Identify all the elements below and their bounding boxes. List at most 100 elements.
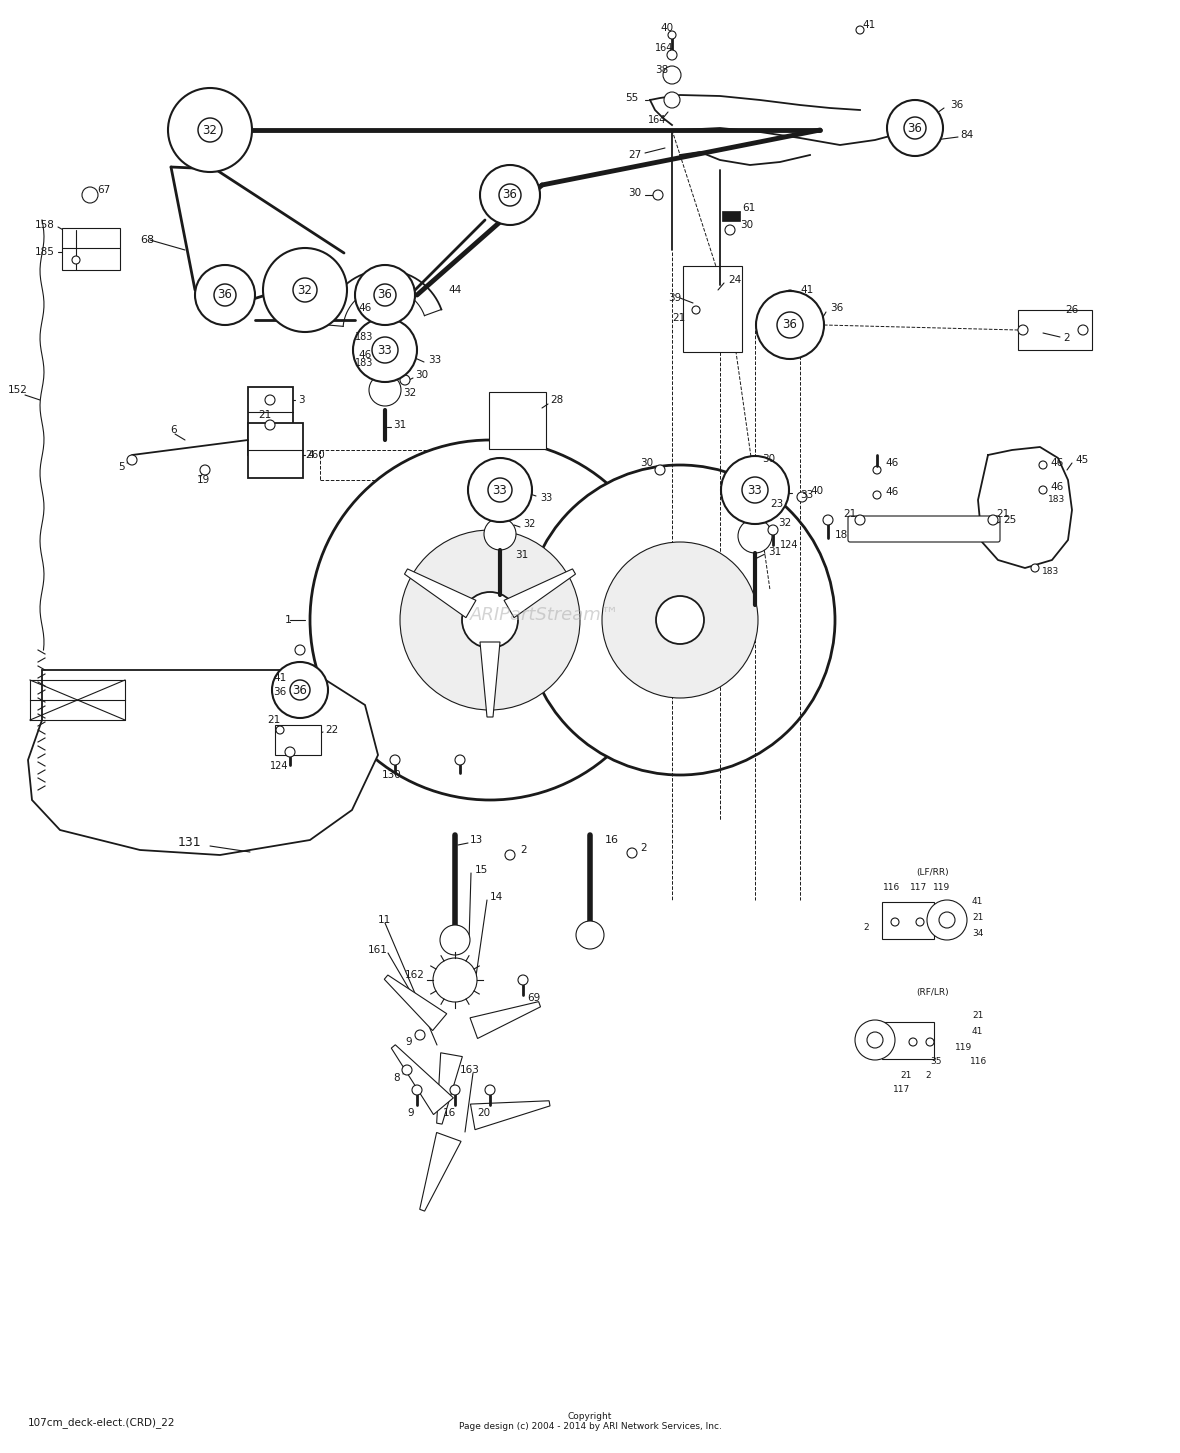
Circle shape bbox=[353, 318, 417, 382]
Circle shape bbox=[760, 506, 771, 514]
Text: 107cm_deck-elect.(CRD)_22: 107cm_deck-elect.(CRD)_22 bbox=[28, 1417, 176, 1428]
Text: 2: 2 bbox=[1063, 333, 1069, 343]
Circle shape bbox=[168, 89, 253, 171]
Text: 2: 2 bbox=[863, 924, 868, 933]
Text: 30: 30 bbox=[740, 219, 753, 230]
Circle shape bbox=[856, 1020, 894, 1061]
Circle shape bbox=[81, 187, 98, 203]
Text: 183: 183 bbox=[355, 331, 373, 341]
Text: 9: 9 bbox=[405, 1037, 412, 1048]
Text: 162: 162 bbox=[405, 971, 425, 979]
Polygon shape bbox=[480, 642, 500, 716]
Text: 67: 67 bbox=[97, 185, 110, 195]
Circle shape bbox=[873, 491, 881, 498]
Circle shape bbox=[909, 1037, 917, 1046]
Polygon shape bbox=[470, 1001, 540, 1039]
Circle shape bbox=[263, 248, 347, 331]
Circle shape bbox=[415, 1030, 425, 1040]
Text: 68: 68 bbox=[140, 235, 155, 246]
Text: 39: 39 bbox=[668, 294, 681, 304]
FancyBboxPatch shape bbox=[722, 211, 740, 221]
Text: 21: 21 bbox=[900, 1071, 911, 1080]
Circle shape bbox=[1079, 325, 1088, 336]
Text: 3: 3 bbox=[299, 395, 304, 405]
Text: 183: 183 bbox=[1048, 495, 1066, 504]
Text: 183: 183 bbox=[1042, 568, 1060, 577]
Text: 45: 45 bbox=[1075, 455, 1088, 465]
Text: 20: 20 bbox=[478, 1109, 491, 1117]
Text: 23: 23 bbox=[771, 498, 784, 509]
Circle shape bbox=[1040, 485, 1047, 494]
Circle shape bbox=[664, 92, 680, 108]
Text: 41: 41 bbox=[972, 1027, 983, 1036]
Text: 46: 46 bbox=[885, 487, 898, 497]
Text: 41: 41 bbox=[972, 898, 983, 907]
Circle shape bbox=[653, 190, 663, 201]
Circle shape bbox=[489, 478, 512, 501]
Circle shape bbox=[440, 926, 470, 955]
Circle shape bbox=[378, 360, 386, 369]
Text: 30: 30 bbox=[762, 453, 775, 464]
Text: 119: 119 bbox=[933, 883, 950, 892]
Circle shape bbox=[214, 283, 236, 307]
Circle shape bbox=[273, 663, 328, 718]
Circle shape bbox=[873, 466, 881, 474]
Text: 61: 61 bbox=[742, 203, 755, 214]
Text: 124: 124 bbox=[780, 541, 799, 551]
Text: 36: 36 bbox=[273, 687, 287, 697]
Text: 164: 164 bbox=[648, 115, 667, 125]
Text: 33: 33 bbox=[800, 490, 813, 500]
Circle shape bbox=[725, 225, 735, 235]
Text: 30: 30 bbox=[628, 187, 641, 198]
Text: 36: 36 bbox=[830, 304, 844, 312]
Text: 161: 161 bbox=[368, 944, 388, 955]
Text: 36: 36 bbox=[378, 289, 393, 302]
Text: 21: 21 bbox=[996, 509, 1009, 519]
Circle shape bbox=[276, 726, 284, 734]
Circle shape bbox=[988, 514, 998, 525]
Circle shape bbox=[927, 899, 966, 940]
Text: 32: 32 bbox=[404, 388, 417, 398]
Text: 21: 21 bbox=[972, 914, 983, 923]
Text: 21: 21 bbox=[972, 1010, 983, 1020]
Text: 40: 40 bbox=[809, 485, 824, 495]
Text: 2: 2 bbox=[925, 1071, 931, 1080]
Text: 31: 31 bbox=[393, 420, 406, 430]
Text: 55: 55 bbox=[625, 93, 638, 103]
Text: 21: 21 bbox=[267, 715, 281, 725]
Polygon shape bbox=[405, 570, 476, 618]
Circle shape bbox=[199, 465, 210, 475]
Text: ARIPartStream™: ARIPartStream™ bbox=[470, 606, 620, 623]
Circle shape bbox=[1040, 461, 1047, 469]
Text: 31: 31 bbox=[514, 551, 529, 559]
Circle shape bbox=[756, 291, 824, 359]
Text: 13: 13 bbox=[470, 835, 484, 846]
Text: 41: 41 bbox=[273, 673, 287, 683]
Circle shape bbox=[374, 283, 396, 307]
Text: 9: 9 bbox=[407, 1109, 414, 1117]
FancyBboxPatch shape bbox=[683, 266, 742, 352]
Text: 36: 36 bbox=[907, 122, 923, 135]
Text: 5: 5 bbox=[118, 462, 125, 472]
Text: 117: 117 bbox=[893, 1085, 910, 1094]
Circle shape bbox=[627, 849, 637, 859]
Text: 38: 38 bbox=[655, 65, 668, 76]
Text: 33: 33 bbox=[492, 484, 507, 497]
Circle shape bbox=[72, 256, 80, 264]
Circle shape bbox=[375, 349, 381, 355]
Text: 2: 2 bbox=[520, 846, 526, 854]
Circle shape bbox=[891, 918, 899, 926]
Text: 116: 116 bbox=[970, 1058, 988, 1067]
Text: 32: 32 bbox=[778, 519, 792, 527]
Text: 19: 19 bbox=[197, 475, 210, 485]
Text: 163: 163 bbox=[460, 1065, 480, 1075]
Circle shape bbox=[755, 461, 765, 469]
Circle shape bbox=[355, 264, 415, 325]
Circle shape bbox=[290, 680, 310, 700]
Circle shape bbox=[485, 1085, 494, 1096]
Text: 18: 18 bbox=[835, 530, 848, 541]
Text: 46: 46 bbox=[358, 304, 372, 312]
Text: 41: 41 bbox=[800, 285, 813, 295]
Text: 119: 119 bbox=[955, 1043, 972, 1052]
Text: 36: 36 bbox=[217, 289, 232, 302]
